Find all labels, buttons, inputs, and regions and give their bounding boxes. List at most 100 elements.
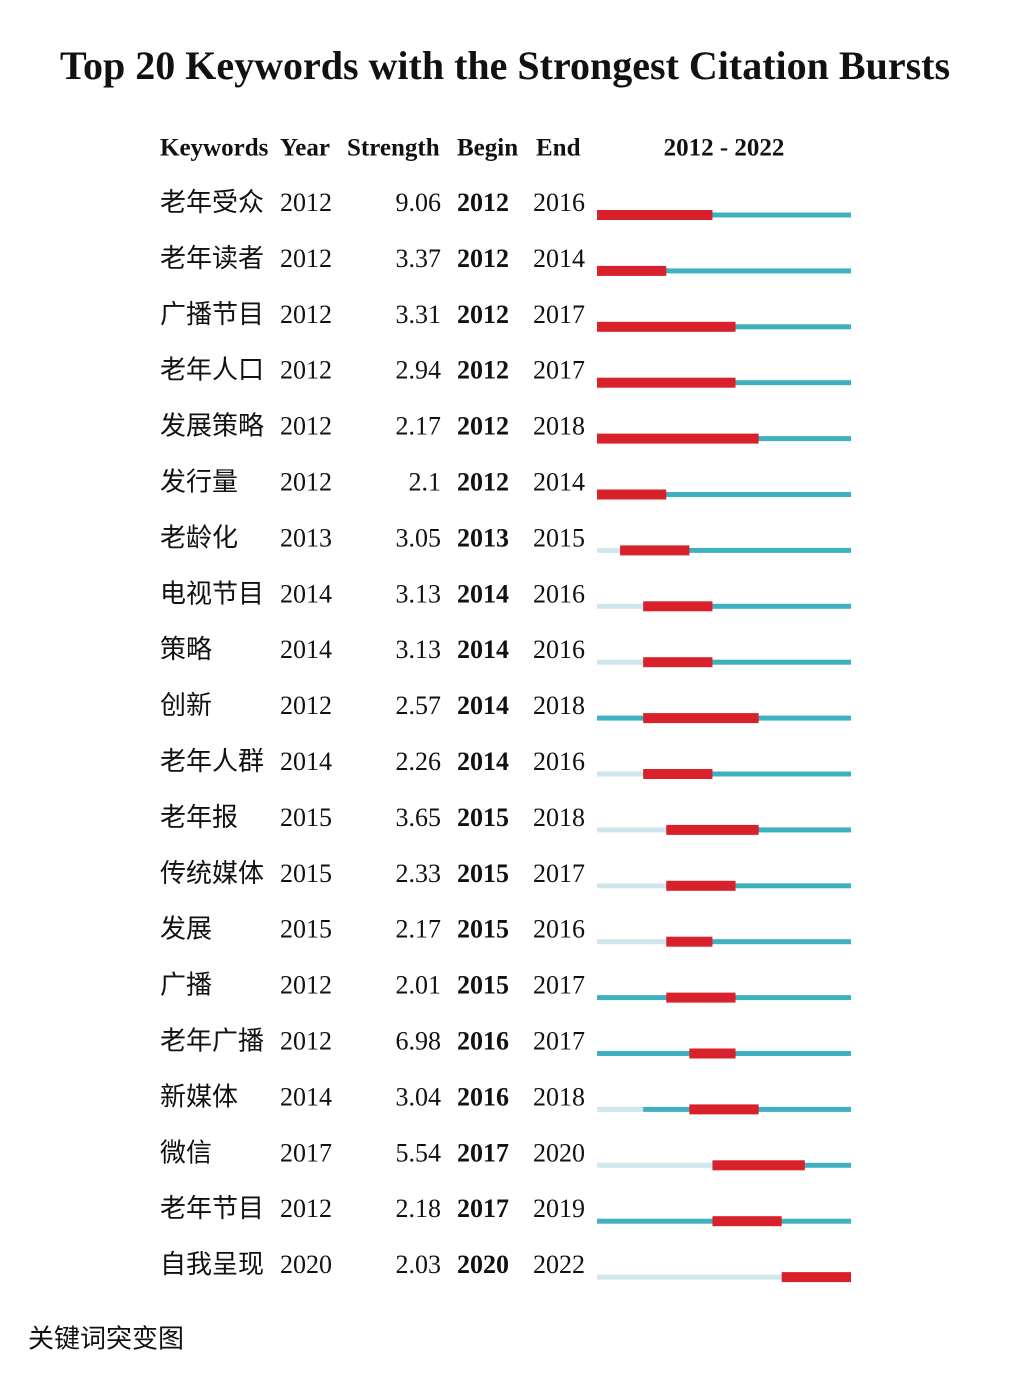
burst-bar — [781, 1272, 851, 1283]
column-header: Begin — [457, 135, 518, 162]
begin: 2017 — [457, 1194, 509, 1223]
strength: 2.17 — [396, 915, 442, 944]
year: 2012 — [280, 1026, 332, 1055]
active-period — [666, 883, 851, 889]
year: 2013 — [280, 523, 332, 552]
keyword: 发展策略 — [160, 412, 264, 441]
pre-period — [597, 939, 667, 945]
end: 2017 — [533, 356, 585, 385]
strength: 3.37 — [396, 244, 442, 273]
strength: 2.01 — [396, 971, 442, 1000]
keyword: 老年节目 — [160, 1194, 264, 1223]
end: 2016 — [533, 188, 585, 217]
year: 2014 — [280, 747, 332, 776]
burst-bar — [712, 1216, 782, 1227]
year: 2015 — [280, 803, 332, 832]
active-period — [620, 547, 851, 553]
strength: 3.13 — [396, 635, 442, 664]
strength: 2.03 — [396, 1250, 442, 1279]
begin: 2014 — [457, 579, 509, 608]
burst-bar — [597, 433, 759, 444]
year: 2015 — [280, 859, 332, 888]
pre-period — [597, 659, 644, 665]
begin: 2012 — [457, 300, 509, 329]
keyword: 发行量 — [160, 467, 238, 496]
end: 2017 — [533, 1026, 585, 1055]
title: Top 20 Keywords with the Strongest Citat… — [60, 43, 950, 88]
year: 2017 — [280, 1138, 332, 1167]
year: 2012 — [280, 244, 332, 273]
end: 2018 — [533, 1082, 585, 1111]
burst-bar — [597, 210, 713, 220]
strength: 3.05 — [396, 523, 442, 552]
strength: 3.31 — [396, 300, 442, 329]
strength: 2.1 — [409, 467, 442, 496]
burst-bar — [620, 545, 690, 556]
burst-bar — [689, 1104, 759, 1115]
keyword: 老年人口 — [160, 356, 264, 385]
keyword: 传统媒体 — [160, 859, 264, 888]
caption: 关键词突变图 — [28, 1325, 184, 1355]
begin: 2012 — [457, 244, 509, 273]
begin: 2012 — [457, 188, 509, 217]
end: 2017 — [533, 859, 585, 888]
keyword: 老龄化 — [160, 523, 238, 552]
burst-bar — [643, 601, 713, 612]
end: 2014 — [533, 244, 585, 273]
keyword: 广播节目 — [160, 300, 264, 329]
burst-bar — [666, 992, 736, 1003]
pre-period — [597, 883, 667, 889]
year: 2012 — [280, 971, 332, 1000]
end: 2014 — [533, 467, 585, 496]
end: 2017 — [533, 300, 585, 329]
begin: 2014 — [457, 747, 509, 776]
column-header: Keywords — [160, 135, 269, 162]
keyword: 新媒体 — [160, 1082, 238, 1111]
strength: 5.54 — [396, 1138, 442, 1167]
end: 2018 — [533, 412, 585, 441]
begin: 2013 — [457, 523, 509, 552]
keyword: 电视节目 — [160, 579, 264, 608]
begin: 2020 — [457, 1250, 509, 1279]
keyword: 老年读者 — [160, 244, 264, 273]
begin: 2012 — [457, 356, 509, 385]
year: 2012 — [280, 1194, 332, 1223]
burst-bar — [666, 880, 736, 891]
end: 2020 — [533, 1138, 585, 1167]
keyword: 发展 — [160, 915, 212, 944]
strength: 3.13 — [396, 579, 442, 608]
end: 2016 — [533, 579, 585, 608]
strength: 6.98 — [396, 1026, 442, 1055]
begin: 2012 — [457, 467, 509, 496]
keyword: 策略 — [160, 635, 212, 664]
year: 2020 — [280, 1250, 332, 1279]
burst-bar — [643, 713, 759, 724]
active-period — [597, 212, 851, 218]
year: 2012 — [280, 691, 332, 720]
year: 2012 — [280, 300, 332, 329]
end: 2019 — [533, 1194, 585, 1223]
pre-period — [597, 1106, 644, 1112]
pre-period — [597, 771, 644, 777]
year: 2015 — [280, 915, 332, 944]
strength: 2.33 — [396, 859, 442, 888]
begin: 2016 — [457, 1082, 509, 1111]
begin: 2016 — [457, 1026, 509, 1055]
begin: 2017 — [457, 1138, 509, 1167]
column-header: Year — [280, 135, 330, 162]
column-header: End — [536, 135, 581, 162]
strength: 2.17 — [396, 412, 442, 441]
active-period — [643, 659, 851, 665]
pre-period — [597, 1162, 713, 1168]
strength: 2.18 — [396, 1194, 442, 1223]
end: 2016 — [533, 635, 585, 664]
burst-bar — [597, 377, 736, 388]
year: 2014 — [280, 1082, 332, 1111]
strength: 9.06 — [396, 188, 442, 217]
timeline-header: 2012 - 2022 — [664, 135, 785, 162]
active-period — [643, 771, 851, 777]
burst-bar — [666, 936, 713, 947]
burst-bar — [689, 1048, 736, 1059]
year: 2014 — [280, 635, 332, 664]
